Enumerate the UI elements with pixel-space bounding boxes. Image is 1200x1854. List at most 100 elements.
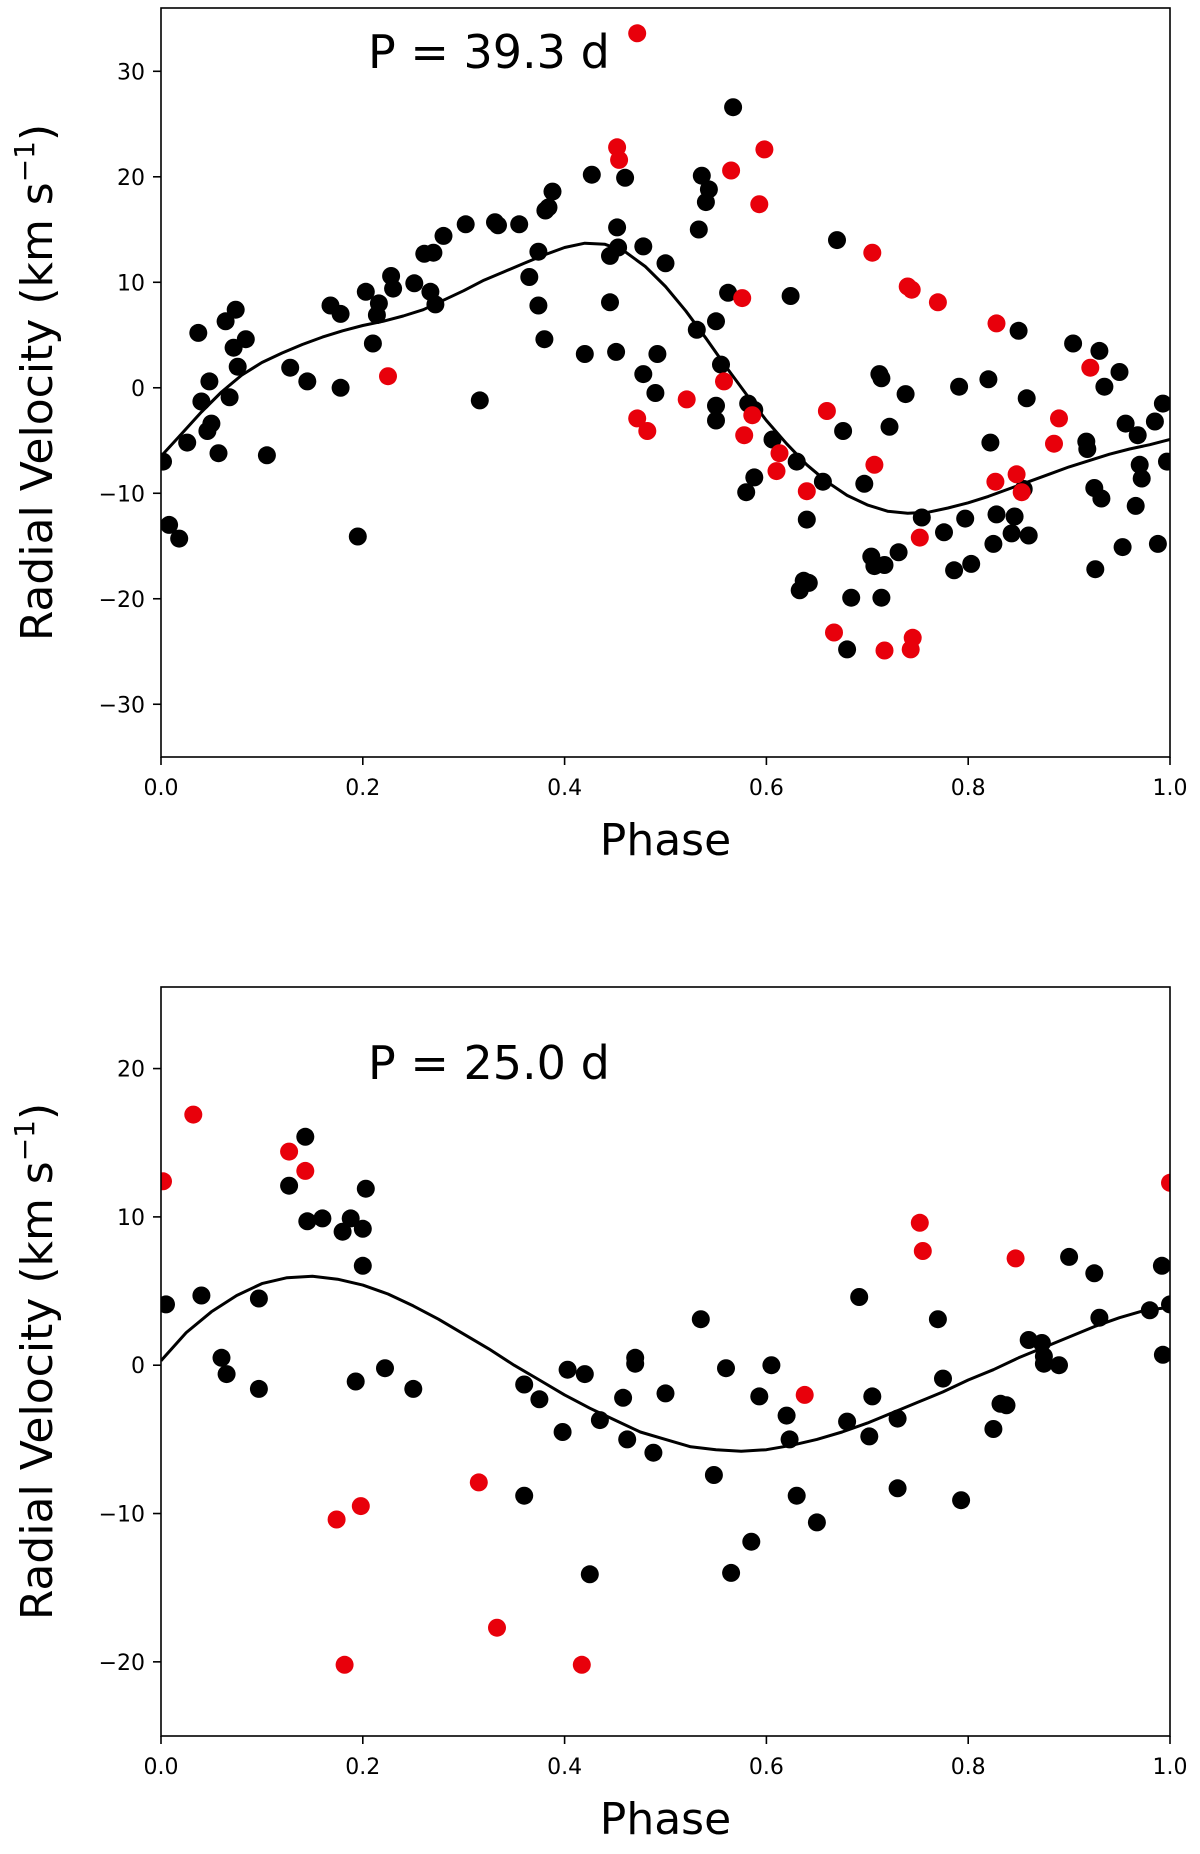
data-point-red-33	[1045, 434, 1063, 453]
data-point-black-95	[880, 417, 899, 436]
data-point-red-13	[913, 1242, 932, 1260]
data-point-black-55	[616, 168, 635, 187]
data-point-black-36	[456, 215, 475, 234]
data-point-black-77	[781, 287, 800, 305]
data-point-red-8	[469, 1473, 488, 1492]
data-point-black-8	[200, 372, 219, 391]
data-point-black-22	[553, 1423, 572, 1441]
data-point-black-42	[529, 242, 548, 261]
period-annotation: P = 39.3 d	[368, 25, 610, 79]
data-point-black-98	[912, 508, 931, 527]
data-point-black-50	[601, 293, 619, 312]
data-point-red-15	[1161, 1173, 1170, 1192]
data-point-black-68	[707, 411, 725, 430]
data-point-black-129	[1145, 412, 1164, 431]
data-point-black-87	[842, 588, 861, 607]
data-point-black-25	[580, 1565, 599, 1584]
data-point-black-2	[161, 515, 179, 534]
data-point-black-74	[745, 468, 764, 487]
data-point-red-28	[928, 293, 947, 312]
data-point-black-48	[575, 345, 594, 363]
y-tick-label: 30	[117, 60, 145, 85]
x-tick-label: 0.4	[547, 1755, 582, 1780]
x-axis-title: Phase	[600, 815, 731, 866]
data-point-black-9	[298, 1212, 317, 1231]
y-tick-label: 10	[117, 1206, 145, 1231]
data-point-black-104	[979, 370, 998, 389]
data-point-black-92	[872, 369, 891, 388]
data-point-red-7	[351, 1497, 370, 1516]
data-point-red-10	[572, 1655, 591, 1674]
fit-curve	[161, 241, 1170, 515]
data-point-black-43	[807, 1513, 826, 1532]
data-point-black-108	[1002, 524, 1021, 543]
data-point-black-119	[1090, 341, 1109, 360]
data-point-black-86	[838, 640, 857, 659]
data-point-black-22	[331, 378, 350, 397]
data-point-black-8	[296, 1127, 315, 1146]
y-tick-label: 0	[131, 377, 145, 402]
data-point-red-2	[184, 1105, 203, 1124]
data-point-black-2	[192, 1286, 211, 1305]
data-point-black-38	[750, 1387, 769, 1406]
y-tick-label: −20	[99, 1651, 145, 1676]
data-point-black-53	[607, 342, 626, 361]
data-point-black-52	[952, 1491, 971, 1510]
data-point-black-83	[813, 472, 832, 491]
data-point-black-45	[850, 1288, 869, 1306]
data-point-black-100	[945, 561, 964, 580]
data-point-black-76	[763, 430, 782, 449]
data-point-black-88	[855, 474, 874, 493]
data-point-black-12	[220, 388, 239, 407]
data-point-black-44	[838, 1412, 857, 1431]
x-tick-label: 0.4	[547, 776, 582, 801]
data-point-black-78	[787, 452, 806, 471]
data-point-black-11	[333, 1222, 352, 1241]
data-point-red-21	[865, 455, 884, 474]
data-point-black-7	[280, 1176, 299, 1195]
data-point-black-50	[928, 1310, 947, 1329]
data-point-black-93	[872, 588, 891, 607]
data-point-red-11	[735, 426, 754, 445]
data-point-black-128	[1132, 469, 1151, 488]
data-point-red-30	[986, 472, 1005, 491]
data-point-black-69	[712, 355, 730, 374]
chart-panel-1: 0.0 0.2 0.4 0.6 0.8 1.0 −30 −20 −10 0 10 20 30 Phase R…	[8, 7, 1188, 866]
y-axis-title-main: Radial Velocity (km s	[12, 182, 63, 641]
data-point-red-14	[755, 140, 774, 159]
x-axis-title: Phase	[600, 1794, 731, 1845]
data-point-red-15	[767, 462, 786, 481]
data-point-black-121	[1095, 377, 1114, 396]
data-point-black-12	[341, 1209, 360, 1228]
y-tick-label: −10	[99, 482, 145, 507]
data-point-black-37	[470, 391, 489, 410]
data-point-black-52	[608, 218, 627, 237]
y-tick-label: 20	[117, 1058, 145, 1083]
data-point-black-61	[687, 320, 706, 339]
data-point-black-47	[863, 1387, 882, 1406]
data-point-black-49	[582, 165, 601, 184]
data-point-black-71	[724, 98, 743, 117]
plot-data-area	[161, 1105, 1170, 1674]
series-red-points	[379, 24, 1100, 660]
data-point-black-47	[543, 182, 562, 201]
data-point-black-25	[363, 334, 382, 353]
data-point-black-40	[510, 215, 529, 234]
data-point-black-42	[787, 1486, 806, 1505]
data-point-red-32	[1012, 483, 1031, 502]
chart-panel-2: 0.0 0.2 0.4 0.6 0.8 1.0 −20 −10 0 10 20 Phase Radial…	[8, 986, 1188, 1845]
y-axis-title: Radial Velocity (km s−1)	[8, 1103, 63, 1620]
y-tick-label: 20	[117, 166, 145, 191]
data-point-black-19	[515, 1375, 534, 1394]
y-tick-label: −20	[99, 588, 145, 613]
data-point-black-34	[704, 1466, 723, 1484]
data-point-black-107	[987, 505, 1006, 524]
data-point-red-7	[677, 390, 696, 409]
data-point-black-46	[539, 198, 558, 217]
data-point-red-6	[638, 422, 657, 440]
data-point-black-51	[934, 1369, 952, 1388]
data-point-black-5	[189, 323, 208, 342]
data-point-black-48	[888, 1409, 907, 1428]
data-point-black-67	[1161, 1295, 1170, 1314]
